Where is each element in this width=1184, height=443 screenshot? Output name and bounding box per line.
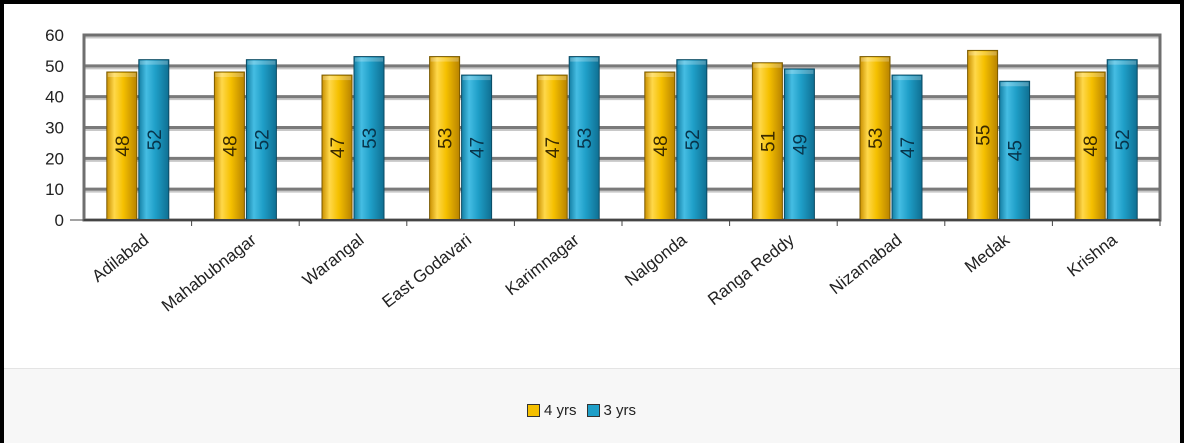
data-label: 52 [252,129,273,150]
data-label: 51 [758,131,779,152]
data-label: 48 [651,135,672,156]
data-label: 52 [145,129,166,150]
bar-cap [323,76,351,81]
bar-cap [247,60,276,65]
x-tick-label: Krishna [1064,230,1122,281]
x-tick-label: Medak [961,230,1013,277]
legend-item-4yrs: 4 yrs [527,402,577,419]
data-label: 55 [974,125,995,146]
bar-3-yrs-ranga-reddy [783,68,815,221]
bar-4-yrs-medak [967,49,999,221]
y-tick-label: 40 [45,88,64,107]
data-label: 52 [683,129,704,150]
data-label: 53 [575,128,596,149]
data-label: 53 [866,128,887,149]
data-label: 48 [113,135,134,156]
bar-3-yrs-krishna [1106,59,1138,221]
data-label: 53 [360,128,381,149]
y-tick-label: 50 [45,57,64,76]
legend-label-4yrs: 4 yrs [544,402,577,419]
y-tick-label: 0 [55,211,64,230]
bar-4-yrs-adilabad [106,71,138,221]
legend: 4 yrs 3 yrs [527,402,646,419]
bar-cap [1076,73,1105,77]
bar-3-yrs-adilabad [138,59,170,221]
data-label: 45 [1006,140,1027,161]
bar-4-yrs-mahabubnagar [213,71,245,221]
bar-cap [893,76,921,81]
x-tick-label: East Godavari [378,230,475,311]
bar-cap [430,57,459,62]
bar-4-yrs-warangal [321,74,353,221]
bar-cap [570,57,599,62]
bar-cap [645,73,674,77]
legend-swatch-4yrs [527,404,540,417]
data-label: 49 [790,134,811,155]
y-tick-label: 20 [45,149,64,168]
x-tick-label: Nalgonda [621,230,690,290]
bar-4-yrs-nizamabad [859,56,891,221]
bar-4-yrs-ranga-reddy [751,62,783,221]
x-tick-label: Ranga Reddy [704,230,798,309]
legend-item-3yrs: 3 yrs [586,402,637,419]
bar-cap [677,60,706,65]
bar-cap [1000,82,1029,87]
bar-cap [1108,60,1137,65]
bar-cap [355,57,383,62]
bar-4-yrs-nalgonda [644,71,676,221]
data-label: 47 [543,137,564,158]
x-tick-label: Warangal [299,230,368,289]
bar-3-yrs-medak [999,80,1031,221]
bar-3-yrs-mahabubnagar [245,59,277,221]
y-tick-label: 10 [45,180,64,199]
legend-label-3yrs: 3 yrs [603,402,637,419]
data-label: 48 [220,135,241,156]
bar-chart: 48 52 48 52 47 53 53 47 47 53 48 52 51 49 53 47 55 45 48 52… [45,26,1162,316]
y-tick-label: 60 [45,26,64,45]
bar-3-yrs-east-godavari [461,74,493,221]
data-label: 47 [898,137,919,158]
data-label: 47 [328,137,349,158]
bar-3-yrs-nalgonda [676,59,708,221]
bar-cap [139,60,168,65]
data-label: 53 [436,128,457,149]
data-label: 52 [1113,129,1134,150]
bar-3-yrs-nizamabad [891,74,923,221]
data-label: 47 [468,137,489,158]
x-tick-label: Karimnagar [502,230,583,299]
x-tick-label: Nizamabad [826,230,905,298]
x-tick-label: Mahabubnagar [158,230,260,316]
bar-cap [785,69,814,74]
x-tick-label: Adilabad [88,230,152,286]
bar-cap [968,51,997,56]
bar-cap [462,76,491,81]
bar-cap [107,73,136,77]
y-tick-label: 30 [45,119,64,138]
bar-cap [861,57,889,62]
legend-swatch-3yrs [586,404,600,417]
bar-4-yrs-east-godavari [429,56,461,221]
data-label: 48 [1081,135,1102,156]
bar-cap [538,76,567,81]
bar-cap [215,73,244,77]
bar-cap [753,63,782,68]
